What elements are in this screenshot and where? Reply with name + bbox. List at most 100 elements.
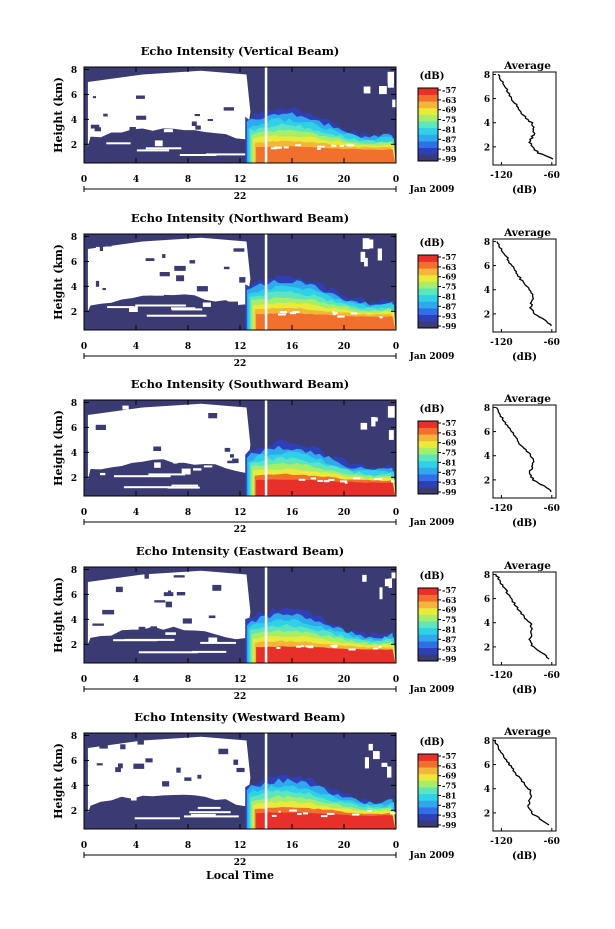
average-y-tick-label: 8 [484,404,490,414]
x-tick-label: 8 [185,508,191,518]
colorbar-segment [418,294,438,302]
echo-speckle [202,474,214,478]
echo-speckle [371,417,376,427]
x-tick-label: 0 [393,675,399,685]
echo-speckle [339,144,344,147]
echo-streak [136,149,170,152]
echo-speckle [373,751,380,760]
average-line [496,241,552,327]
echo-speckle [100,472,106,476]
x-tick-label: 0 [81,175,87,185]
heatmap [84,400,396,496]
echo-speckle [159,272,170,277]
echo-speckle [205,111,210,116]
echo-speckle [234,448,246,454]
average-y-tick-label: 2 [484,809,490,819]
x-tick-label: 0 [81,508,87,518]
colorbar-segment [418,121,438,129]
echo-speckle [223,107,234,111]
colorbar-segment [418,614,438,622]
colorbar-tick-label: -87 [442,134,456,144]
average-y-tick-label: 4 [484,119,490,129]
no-echo-region [87,403,251,480]
echo-speckle [163,129,173,133]
echo-speckle [183,451,192,455]
colorbar-segment [418,480,438,488]
colorbar-tick-label: -69 [442,771,457,781]
panel-title: Echo Intensity (Eastward Beam) [136,544,344,558]
colorbar-segment [418,268,438,276]
echo-speckle [102,609,115,615]
date-label: 22 [234,525,247,535]
echo-speckle [115,786,124,792]
echo-speckle [153,446,162,451]
colorbar-segment [418,107,438,115]
echo-speckle [153,588,159,593]
echo-speckle [174,440,180,443]
colorbar-segment [418,793,438,801]
average-y-tick-label: 2 [484,476,490,486]
colorbar-tick-label: -57 [442,751,456,761]
echo-speckle [122,405,129,410]
echo-speckle [214,438,227,443]
colorbar-segment [418,588,438,595]
average-xlabel: (dB) [512,685,537,696]
echo-speckle [116,290,125,294]
echo-streak [200,641,236,644]
panel-2: Echo Intensity (Southward Beam) 2 4 6 8 Heigh… [52,377,560,535]
colorbar-segment [418,288,438,296]
echo-speckle [137,739,144,745]
echo-speckle [344,481,348,484]
y-tick-label: 6 [71,91,77,101]
colorbar-segment [418,820,438,828]
colorbar-label: (dB) [420,571,445,582]
echo-speckle [201,578,213,582]
echo-speckle [115,767,121,773]
colorbar-segment [418,654,438,662]
echo-speckle [279,311,287,313]
x-tick-label: 8 [185,841,191,851]
x-tick-label: 0 [81,342,87,352]
average-profile: Average 2 4 6 8 -120 -60 (dB) [484,60,560,196]
colorbar-tick-label: -87 [442,301,456,311]
echo-speckle [195,125,201,130]
colorbar-tick-label: -93 [442,477,457,487]
colorbar-segment [418,94,438,102]
echo-streak [148,473,186,476]
echo-speckle [295,144,301,147]
echo-speckle [118,763,123,769]
date-label: 22 [234,359,247,369]
x-tick-label: 4 [133,508,139,518]
x-tick-label: 4 [133,175,139,185]
average-y-tick-label: 6 [484,761,490,771]
date-suffix: Jan 2009 [409,685,455,695]
date-label: 22 [234,692,247,702]
colorbar-segment [418,101,438,109]
colorbar: -57-63-69-75-81-87-93-99 [417,252,457,331]
average-line [495,407,552,493]
data-gap [264,67,268,163]
echo-speckle [133,747,143,751]
y-tick-label: 2 [71,308,77,318]
y-axis-label: Height (km) [52,743,65,819]
colorbar-tick-label: -99 [442,154,457,164]
colorbar-tick-label: -87 [442,634,456,644]
data-gap [264,733,268,829]
echo-speckle [233,248,245,252]
echo-speckle [154,462,161,468]
echo-speckle [129,306,138,312]
colorbar-frame [417,587,439,662]
colorbar-frame [417,753,439,828]
panel-4: Echo Intensity (Westward Beam) 2 4 6 8 Height… [52,710,560,868]
echo-speckle [173,575,185,578]
average-y-tick-label: 2 [484,143,490,153]
panel-0: Echo Intensity (Vertical Beam) 2 4 6 8 Height… [52,44,560,202]
x-tick-label: 0 [393,175,399,185]
echo-speckle [207,240,216,243]
echo-speckle [143,264,153,270]
echo-streak [138,651,198,654]
average-y-tick-label: 2 [484,643,490,653]
echo-speckle [223,266,230,270]
echo-speckle [379,316,383,319]
